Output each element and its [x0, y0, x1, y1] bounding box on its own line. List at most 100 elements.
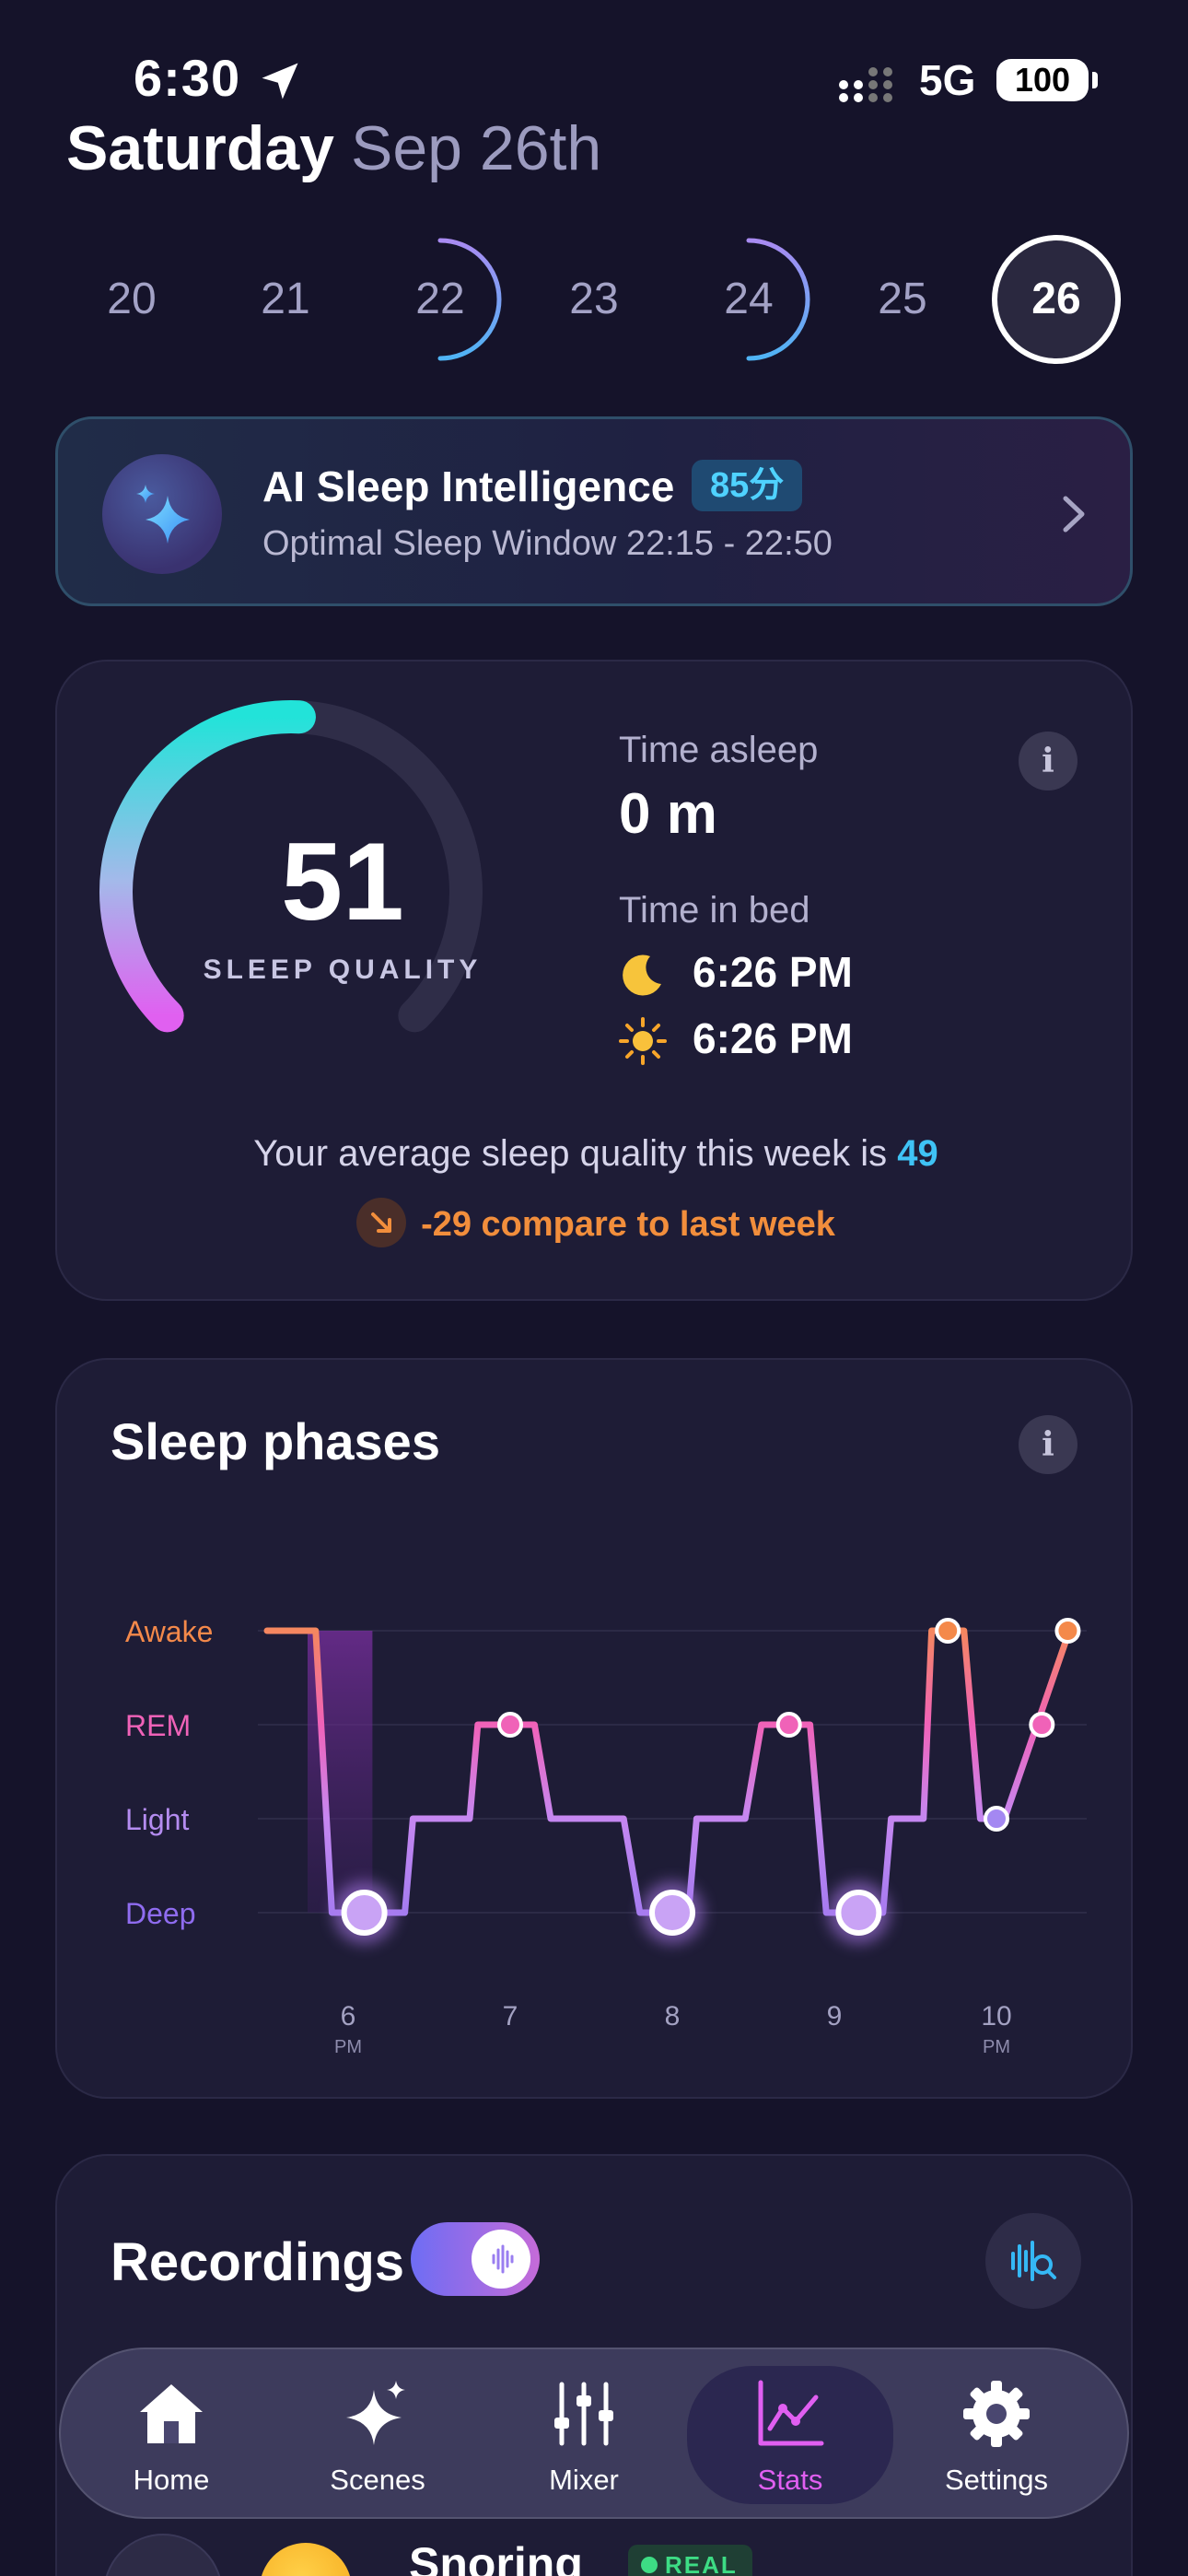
y-axis-label: Deep [125, 1897, 196, 1930]
time-asleep-value: 0 m [619, 782, 717, 846]
x-axis-label: 10 [981, 2001, 1011, 2032]
signal-icon [839, 67, 892, 102]
bedtime-value: 6:26 PM [693, 948, 853, 996]
trend-down-icon [356, 1198, 407, 1247]
day-item[interactable]: 25 [838, 235, 967, 364]
weekly-compare: -29 compare to last week [57, 1198, 1135, 1251]
x-axis-label: 6 [341, 2001, 356, 2032]
ai-sleep-card[interactable]: AI Sleep Intelligence 85分 Optimal Sleep … [55, 416, 1133, 606]
data-point [497, 1712, 523, 1738]
status-time: 6:30 [134, 49, 241, 107]
day-item-selected[interactable]: 26 [992, 235, 1121, 364]
data-point [835, 1890, 882, 1936]
network-type: 5G [919, 56, 976, 104]
sleep-quality-score: 51 [281, 820, 404, 943]
audio-search-button[interactable] [985, 2213, 1081, 2309]
tab-label: Stats [757, 2464, 823, 2496]
info-button[interactable]: i [1019, 1415, 1077, 1474]
x-axis-label: 7 [503, 2001, 518, 2032]
day-label: 20 [107, 275, 157, 323]
day-item[interactable]: 20 [67, 235, 196, 364]
day-progress-arc [437, 238, 502, 361]
tab-settings[interactable]: Settings [893, 2349, 1100, 2521]
sleep-quality-card: 51 SLEEP QUALITY i Time asleep 0 m Time … [55, 660, 1133, 1301]
tab-label: Scenes [330, 2464, 425, 2496]
waketime-value: 6:26 PM [693, 1014, 853, 1062]
day-label: 25 [878, 275, 927, 323]
y-axis-label: REM [125, 1709, 191, 1742]
weekly-compare-text: -29 compare to last week [421, 1205, 835, 1245]
ai-card-title: AI Sleep Intelligence [262, 463, 675, 510]
day-item[interactable]: 24 [684, 235, 813, 364]
day-label: 26 [1031, 275, 1081, 323]
info-button[interactable]: i [1019, 732, 1077, 790]
recording-item[interactable]: Snoring REAL [94, 2524, 1107, 2576]
status-bar: 6:30 5G 100 [0, 0, 1188, 147]
data-point [1029, 1712, 1055, 1738]
sleep-quality-label: SLEEP QUALITY [203, 954, 483, 985]
tab-label: Settings [944, 2464, 1048, 2496]
day-label: 22 [415, 275, 465, 323]
home-icon [140, 2384, 203, 2443]
tab-bar: Home Scenes Mixer Stats [59, 2348, 1129, 2519]
day-label: 24 [724, 275, 774, 323]
day-strip: 20 21 22 23 24 25 26 [0, 235, 1188, 369]
day-item[interactable]: 23 [530, 235, 658, 364]
day-progress-arc [746, 238, 810, 361]
sleep-phases-title: Sleep phases [111, 1412, 440, 1470]
recordings-title: Recordings [111, 2232, 405, 2292]
day-item[interactable]: 21 [221, 235, 350, 364]
battery-tip [1092, 72, 1098, 88]
weekly-average-value: 49 [897, 1133, 938, 1174]
audio-search-icon [1011, 2241, 1056, 2281]
recording-toggle[interactable] [411, 2222, 540, 2296]
data-point [775, 1712, 802, 1738]
data-point [935, 1618, 961, 1644]
tab-mixer[interactable]: Mixer [481, 2349, 687, 2521]
series-line [263, 1627, 1073, 1916]
recording-real-badge: REAL [628, 2545, 752, 2576]
tab-scenes[interactable]: Scenes [274, 2349, 481, 2521]
sleeping-face-icon [260, 2543, 352, 2576]
time-asleep-label: Time asleep [619, 730, 819, 770]
tab-home[interactable]: Home [68, 2349, 274, 2521]
sparkles-icon [346, 2381, 405, 2445]
data-point [984, 1806, 1009, 1832]
play-button[interactable] [103, 2534, 223, 2576]
page-title-day: Saturday [66, 113, 334, 183]
chevron-right-icon [1063, 496, 1085, 533]
day-item[interactable]: 22 [376, 235, 505, 364]
tab-label: Home [133, 2464, 210, 2496]
tab-stats[interactable]: Stats [687, 2366, 893, 2504]
x-axis-label: 9 [827, 2001, 843, 2032]
sun-icon [619, 1017, 667, 1065]
data-point [1054, 1618, 1081, 1644]
sleep-phases-chart: Deep Light REM Awake 6 PM 7 8 9 10 PM [125, 1615, 1087, 2057]
x-axis-sublabel: PM [334, 2037, 362, 2057]
day-label: 21 [261, 275, 310, 323]
y-axis-label: Awake [125, 1615, 213, 1648]
x-axis-label: 8 [665, 2001, 681, 2032]
recording-name: Snoring [409, 2538, 583, 2576]
data-point [341, 1890, 388, 1936]
page-title-date: Sep 26th [351, 113, 602, 183]
battery-icon: 100 [996, 59, 1089, 101]
tab-label: Mixer [549, 2464, 619, 2496]
sleep-phases-card: Sleep phases i Deep Light REM Awake 6 PM 7 8 9 10… [55, 1358, 1133, 2099]
waveform-icon [472, 2230, 530, 2289]
gear-icon [963, 2381, 1030, 2447]
weekly-average: Your average sleep quality this week is … [57, 1133, 1135, 1175]
data-point [649, 1890, 695, 1936]
ai-card-subtitle: Optimal Sleep Window 22:15 - 22:50 [262, 524, 833, 563]
chart-icon [758, 2380, 824, 2446]
weekly-average-text: Your average sleep quality this week is [253, 1133, 888, 1174]
x-axis-sublabel: PM [983, 2037, 1010, 2057]
ai-score-badge: 85分 [692, 460, 803, 511]
day-label: 23 [569, 275, 619, 323]
location-arrow-icon [262, 63, 298, 100]
y-axis-label: Light [125, 1803, 190, 1836]
page-title: Saturday Sep 26th [66, 112, 601, 184]
sliders-icon [554, 2382, 613, 2446]
moon-icon [623, 954, 661, 996]
sleep-quality-gauge [99, 700, 483, 1033]
